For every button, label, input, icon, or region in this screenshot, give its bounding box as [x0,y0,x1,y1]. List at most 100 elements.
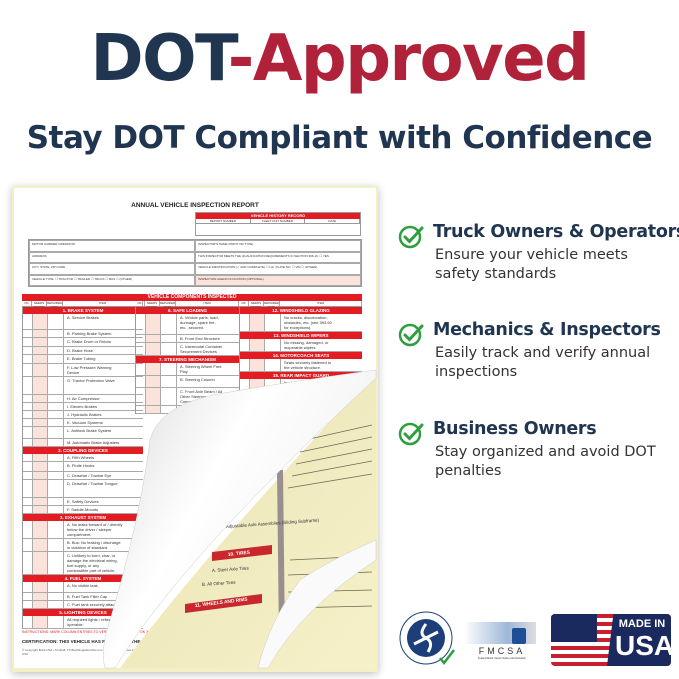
checkbox-cell[interactable] [23,498,33,505]
checkbox-cell[interactable] [33,364,48,376]
checkbox-cell[interactable] [136,406,146,413]
checkbox-cell[interactable] [33,338,48,346]
checkbox-cell[interactable] [48,364,64,376]
info-field[interactable]: MOTOR CARRIER OPERATOR [29,240,195,252]
checkbox-cell[interactable] [23,616,33,628]
checkbox-cell[interactable] [33,552,48,574]
info-field[interactable]: VEHICLE IDENTIFICATION (✓ AND COMPLETE) … [195,263,361,275]
checkbox-cell[interactable] [33,480,48,497]
checkbox-cell[interactable] [23,395,33,402]
checkbox-cell[interactable] [265,359,281,371]
checkbox-cell[interactable] [146,406,161,413]
checkbox-cell[interactable] [161,335,177,342]
checkbox-cell[interactable] [161,343,177,355]
checkbox-cell[interactable] [33,472,48,479]
checkbox-cell[interactable] [23,347,33,354]
checkbox-cell[interactable] [23,355,33,363]
checkbox-cell[interactable] [146,376,161,387]
checkbox-cell[interactable] [48,377,64,394]
checkbox-cell[interactable] [23,330,33,337]
checkbox-cell[interactable] [23,314,33,329]
info-field[interactable]: VEHICLE TYPE: ☐ TRACTOR ☐ TRAILER ☐ TRUC… [29,274,195,286]
checkbox-cell[interactable] [250,359,265,371]
checkbox-cell[interactable] [146,335,161,342]
checkbox-cell[interactable] [48,498,64,505]
checkbox-cell[interactable] [250,339,265,351]
checkbox-cell[interactable] [136,314,146,334]
checkbox-cell[interactable] [48,338,64,346]
checkbox-cell[interactable] [33,395,48,402]
checkbox-cell[interactable] [265,379,281,396]
checkbox-cell[interactable] [161,388,177,405]
checkbox-cell[interactable] [23,472,33,479]
checkbox-cell[interactable] [23,338,33,346]
checkbox-cell[interactable] [136,363,146,375]
checkbox-cell[interactable] [33,498,48,505]
checkbox-cell[interactable] [161,314,177,334]
checkbox-cell[interactable] [23,552,33,574]
checkbox-cell[interactable] [48,616,64,628]
checkbox-cell[interactable] [23,593,33,600]
checkbox-cell[interactable] [48,462,64,471]
checkbox-cell[interactable] [48,403,64,410]
checkbox-cell[interactable] [33,419,48,426]
checkbox-cell[interactable] [23,539,33,551]
checkbox-cell[interactable] [33,593,48,600]
checkbox-cell[interactable] [33,355,48,363]
checkbox-cell[interactable] [48,506,64,513]
checkbox-cell[interactable] [161,363,177,375]
checkbox-cell[interactable] [48,347,64,354]
checkbox-cell[interactable] [146,343,161,355]
checkbox-cell[interactable] [33,439,48,446]
checkbox-cell[interactable] [33,506,48,513]
checkbox-cell[interactable] [23,411,33,418]
checkbox-cell[interactable] [23,480,33,497]
checkbox-cell[interactable] [48,593,64,600]
checkbox-cell[interactable] [48,552,64,574]
checkbox-cell[interactable] [33,403,48,410]
checkbox-cell[interactable] [48,521,64,538]
info-field[interactable]: INSPECTOR'S NAME (PRINT OR TYPE) [195,240,361,252]
checkbox-cell[interactable] [23,419,33,426]
checkbox-cell[interactable] [33,347,48,354]
info-field[interactable]: ADDRESS [29,251,195,263]
checkbox-cell[interactable] [48,395,64,402]
checkbox-cell[interactable] [48,539,64,551]
checkbox-cell[interactable] [48,330,64,337]
checkbox-cell[interactable] [240,314,250,331]
checkbox-cell[interactable] [48,427,64,438]
checkbox-cell[interactable] [48,480,64,497]
checkbox-cell[interactable] [23,377,33,394]
checkbox-cell[interactable] [161,406,177,413]
checkbox-cell[interactable] [240,404,250,423]
checkbox-cell[interactable] [33,377,48,394]
checkbox-cell[interactable] [33,462,48,471]
checkbox-cell[interactable] [161,376,177,387]
checkbox-cell[interactable] [23,506,33,513]
info-field[interactable]: CITY, STATE, ZIP CODE [29,263,195,275]
checkbox-cell[interactable] [33,582,48,592]
checkbox-cell[interactable] [240,339,250,351]
checkbox-cell[interactable] [33,521,48,538]
checkbox-cell[interactable] [240,359,250,371]
checkbox-cell[interactable] [265,314,281,331]
checkbox-cell[interactable] [33,539,48,551]
checkbox-cell[interactable] [33,411,48,418]
checkbox-cell[interactable] [48,419,64,426]
checkbox-cell[interactable] [240,379,250,396]
checkbox-cell[interactable] [23,427,33,438]
checkbox-cell[interactable] [136,335,146,342]
checkbox-cell[interactable] [33,427,48,438]
checkbox-cell[interactable] [23,601,33,608]
checkbox-cell[interactable] [23,439,33,446]
checkbox-cell[interactable] [48,355,64,363]
checkbox-cell[interactable] [48,314,64,329]
checkbox-cell[interactable] [33,601,48,608]
checkbox-cell[interactable] [33,330,48,337]
checkbox-cell[interactable] [23,454,33,461]
checkbox-cell[interactable] [48,439,64,446]
checkbox-cell[interactable] [250,314,265,331]
info-field[interactable]: INSPECTION AGENCY/LOCATION (OPTIONAL) [195,274,361,286]
checkbox-cell[interactable] [136,376,146,387]
checkbox-cell[interactable] [265,404,281,423]
